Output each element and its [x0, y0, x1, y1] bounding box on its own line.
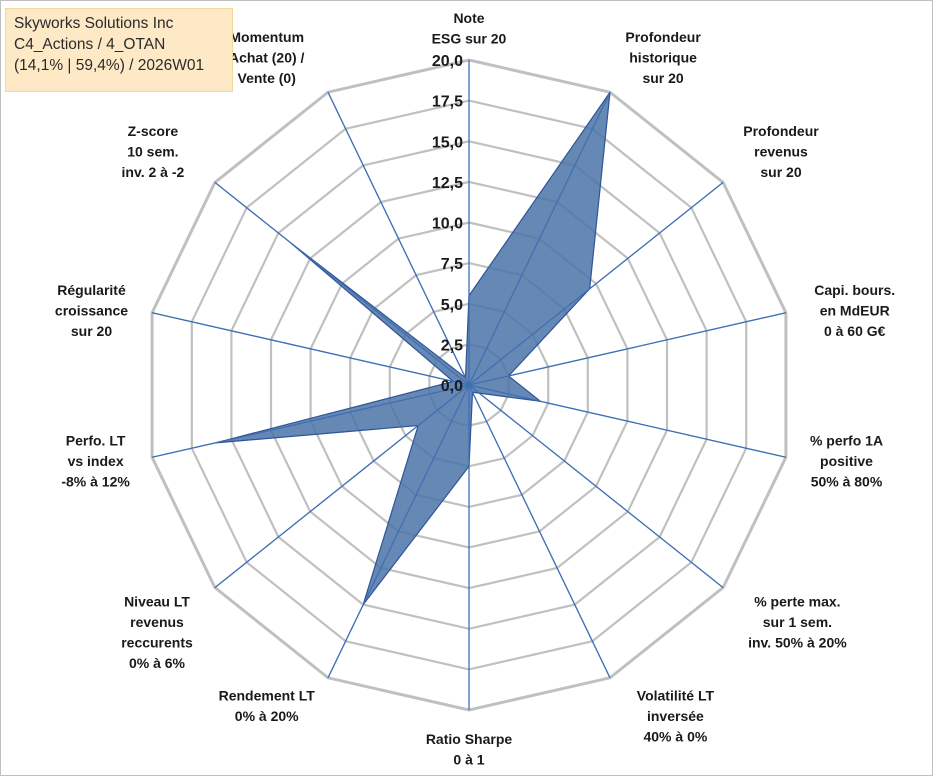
axis-label: Capi. bours. en MdEUR 0 à 60 G€: [814, 282, 895, 339]
tick-label: 10,0: [432, 216, 463, 233]
axis-label-line: 0% à 20%: [235, 708, 299, 724]
axis-spoke-overlay: [468, 312, 787, 386]
axis-label-line: Z-score: [128, 123, 179, 139]
axis-label-line: 0% à 6%: [129, 655, 186, 671]
axis-label: Note ESG sur 20: [432, 10, 507, 47]
axis-label-line: sur 20: [760, 164, 801, 180]
tick-label: 7,5: [441, 256, 463, 273]
tick-label: 5,0: [441, 297, 463, 314]
axis-label-line: croissance: [55, 302, 128, 318]
axis-label-line: Volatilité LT: [637, 687, 715, 703]
axis-label: Z-score 10 sem. inv. 2 à -2: [122, 123, 185, 180]
axis-label-line: Régularité: [57, 282, 126, 298]
axis-label: Perfo. LT vs index -8% à 12%: [61, 433, 130, 490]
axis-label-line: Profondeur: [743, 123, 819, 139]
radar-series: [151, 60, 787, 710]
axis-spoke-overlay: [214, 384, 470, 588]
axis-label-line: Profondeur: [625, 29, 701, 45]
axis-label-line: positive: [820, 453, 873, 469]
axis-label-line: 50% à 80%: [811, 474, 883, 490]
axis-label: Régularité croissance sur 20: [55, 282, 128, 339]
axis-label-line: 10 sem.: [127, 144, 178, 160]
axis-label-line: inversée: [647, 708, 704, 724]
axis-label-line: sur 20: [642, 70, 683, 86]
axis-label-line: 0 à 1: [453, 752, 484, 768]
axis-label: Niveau LT revenus reccurents 0% à 6%: [121, 593, 193, 671]
axis-label-line: Vente (0): [238, 70, 296, 86]
axis-label-line: sur 20: [71, 323, 112, 339]
axis-label: Momentum Achat (20) / Vente (0): [229, 29, 305, 86]
tick-label: 15,0: [432, 134, 463, 151]
tick-label: 0,0: [441, 378, 463, 395]
axis-label-line: Momentum: [229, 29, 304, 45]
axis-spoke-overlay: [327, 384, 470, 679]
axis-label: Ratio Sharpe 0 à 1: [426, 731, 513, 768]
axis-spoke-overlay: [468, 384, 787, 458]
axis-label-line: en MdEUR: [820, 302, 890, 318]
axis-label-line: Rendement LT: [219, 687, 316, 703]
axis-label-line: Niveau LT: [124, 593, 190, 609]
axis-spoke-overlay: [468, 182, 724, 386]
axis-label-line: vs index: [68, 453, 124, 469]
axis-label: Rendement LT 0% à 20%: [219, 687, 316, 724]
portfolio-label: C4_Actions / 4_OTAN: [14, 36, 166, 53]
axis-label-line: Capi. bours.: [814, 282, 895, 298]
axis-label: Volatilité LT inversée 40% à 0%: [637, 687, 715, 744]
axis-label-line: 0 à 60 G€: [824, 323, 886, 339]
tick-label: 2,5: [441, 337, 463, 354]
tick-label: 20,0: [432, 53, 463, 70]
axis-spoke-overlay: [151, 384, 470, 458]
axis-label-line: -8% à 12%: [61, 474, 130, 490]
axis-label-line: inv. 2 à -2: [122, 164, 185, 180]
axis-spoke-overlay: [151, 312, 470, 386]
axis-label: % perte max. sur 1 sem. inv. 50% à 20%: [748, 593, 847, 650]
info-box: Skyworks Solutions Inc C4_Actions / 4_OT…: [5, 8, 233, 92]
axis-label-line: sur 1 sem.: [763, 614, 832, 630]
company-name: Skyworks Solutions Inc: [14, 15, 174, 32]
axis-label-line: revenus: [130, 614, 184, 630]
axis-label-line: reccurents: [121, 634, 193, 650]
axis-label: Profondeur historique sur 20: [625, 29, 701, 86]
axis-label: Profondeur revenus sur 20: [743, 123, 819, 180]
axis-spoke-overlay: [214, 182, 470, 386]
tick-label: 12,5: [432, 175, 463, 192]
tick-label: 17,5: [432, 94, 463, 111]
axis-spoke-overlay: [468, 91, 611, 386]
axis-label: % perfo 1A positive 50% à 80%: [810, 433, 883, 490]
axis-labels: Note ESG sur 20 Profondeur historique sur 20…: [55, 10, 895, 768]
axis-label-line: % perte max.: [754, 593, 840, 609]
axis-label-line: ESG sur 20: [432, 31, 507, 47]
axis-label-line: Note: [453, 10, 484, 26]
axis-label-line: historique: [629, 50, 697, 66]
axis-spoke-overlay: [327, 91, 470, 386]
axis-label-line: 40% à 0%: [643, 728, 707, 744]
axis-label-line: Achat (20) /: [229, 50, 305, 66]
axis-label-line: inv. 50% à 20%: [748, 634, 847, 650]
period-label: (14,1% | 59,4%) / 2026W01: [14, 57, 205, 74]
axis-label-line: Perfo. LT: [66, 433, 126, 449]
axis-spoke-overlay: [468, 384, 724, 588]
axis-label-line: Ratio Sharpe: [426, 731, 513, 747]
axis-spoke-overlay: [468, 384, 611, 679]
axis-label-line: % perfo 1A: [810, 433, 883, 449]
axis-label-line: revenus: [754, 144, 808, 160]
radial-tick-labels: 0,0 2,5 5,0 7,5 10,0 12,5 15,0 17,5 20,0: [432, 53, 463, 395]
